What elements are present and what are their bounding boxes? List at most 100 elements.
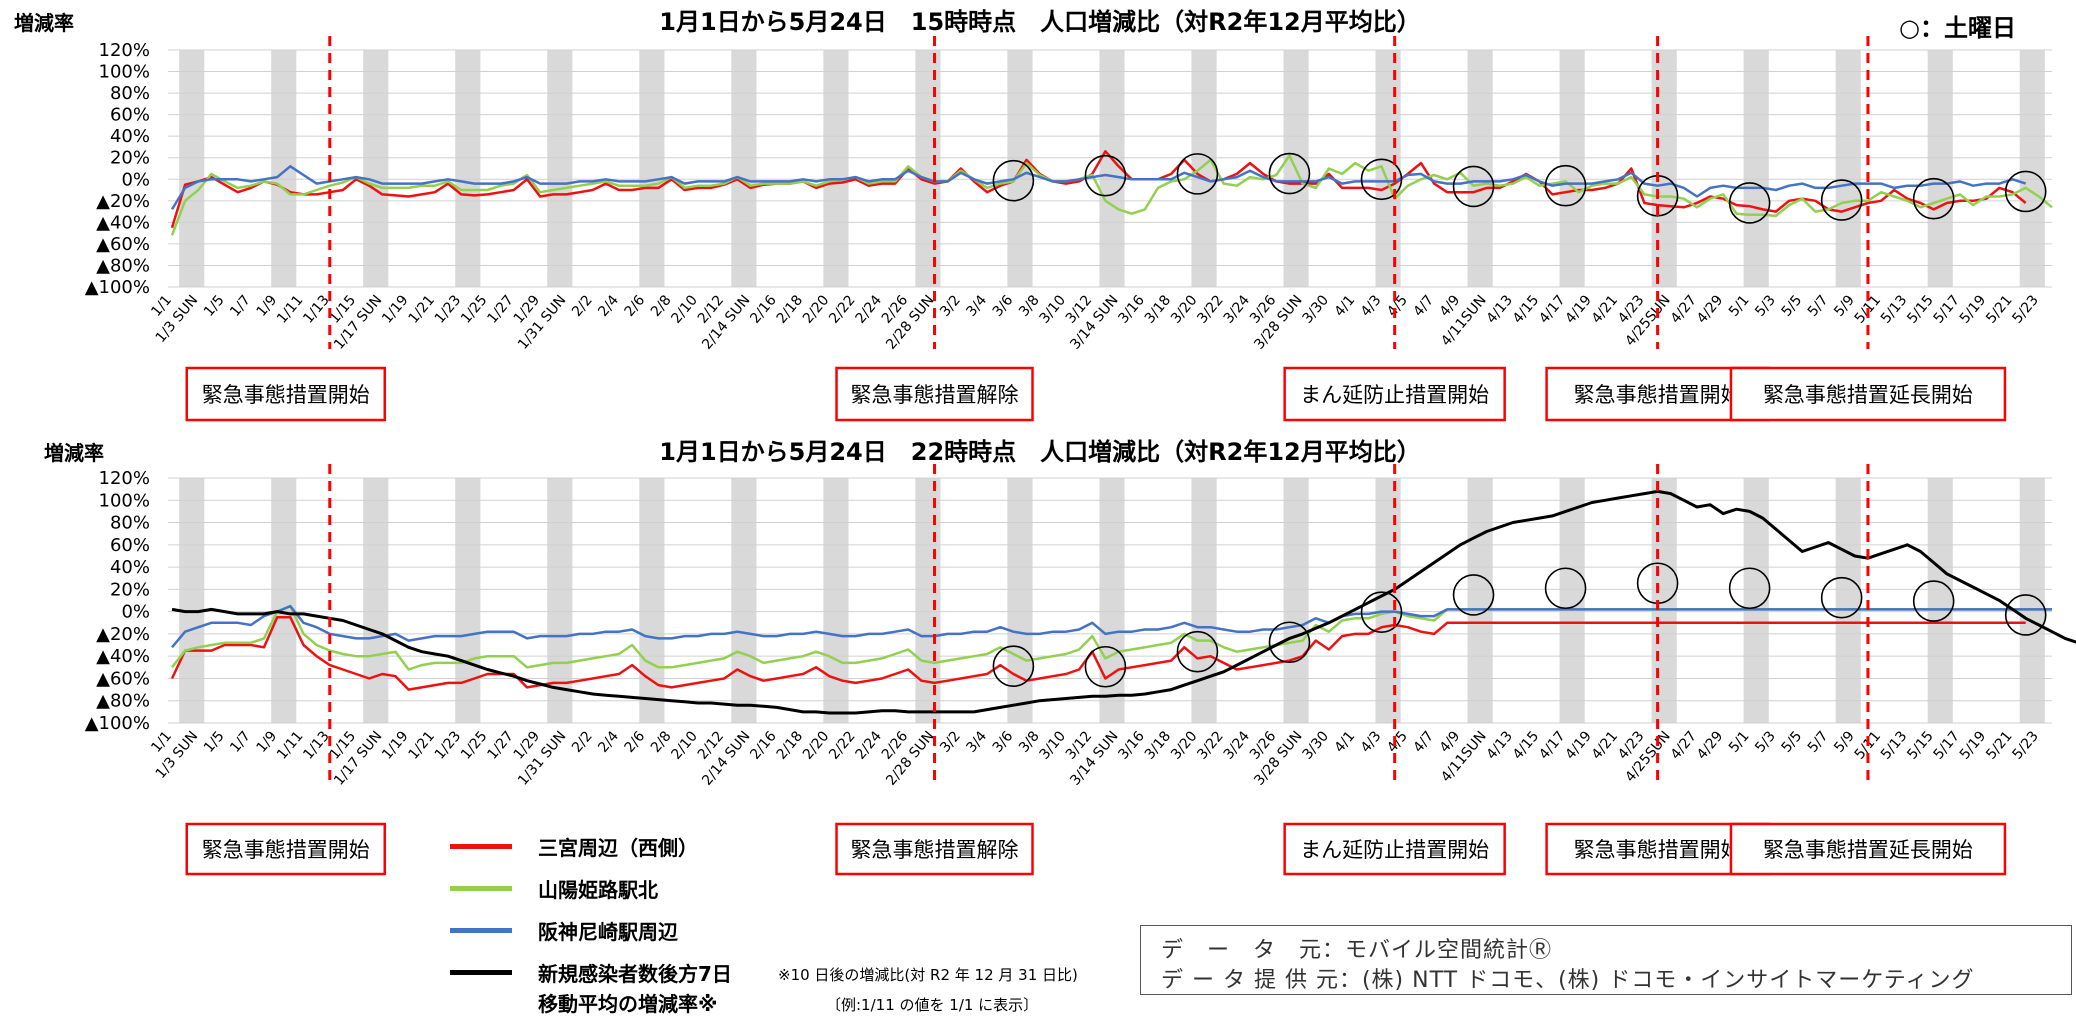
legend-item: 新規感染者数後方7日 [450, 958, 732, 986]
weekend-shade [547, 50, 573, 287]
weekend-shade [1375, 50, 1401, 287]
y-tick-label: 0% [121, 169, 150, 190]
x-tick-label: 4/5 [1384, 292, 1411, 320]
chart-2: 120%100%80%60%40%20%0%▲20%▲40%▲60%▲80%▲1… [44, 438, 2076, 876]
y-tick-label: 20% [110, 579, 150, 600]
legend-item: 山陽姫路駅北 [450, 874, 658, 902]
saturday-circle [1728, 182, 1771, 224]
x-tick-label: 1/13 [300, 728, 332, 762]
data-provider-line: デ ー タ 提 供 元：(株) NTT ドコモ、(株) ドコモ・インサイトマーケ… [1161, 968, 1975, 993]
saturday-circle [1912, 177, 1955, 220]
weekend-shade [639, 50, 665, 287]
x-tick-label: 3/30 [1300, 292, 1332, 326]
x-tick-label: 3/4 [963, 292, 990, 320]
x-tick-label: 1/25 [458, 728, 490, 762]
y-tick-label: ▲100% [85, 713, 150, 734]
x-tick-label: 5/5 [1779, 292, 1806, 320]
x-tick-label: 2/16 [747, 292, 780, 326]
x-tick-label: 3/20 [1168, 728, 1200, 762]
chart-title: 1月1日から5月24日 15時時点 人口増減比（対R2年12月平均比） [659, 8, 1420, 36]
legend-label-himeji: 山陽姫路駅北 [538, 877, 658, 902]
saturday-circle [1728, 567, 1771, 610]
weekend-shade [915, 50, 941, 287]
y-tick-label: ▲60% [96, 668, 150, 689]
weekend-shade [1375, 478, 1401, 723]
x-tick-label: 4/13 [1484, 728, 1516, 762]
saturday-circle [1084, 645, 1127, 688]
x-tick-label: 3/18 [1142, 292, 1174, 326]
x-tick-label: 5/1 [1726, 728, 1753, 756]
event-label: まん延防止措置開始 [1300, 383, 1489, 407]
event-label: 緊急事態措置延長開始 [1763, 383, 1973, 407]
y-tick-label: ▲20% [96, 191, 150, 212]
weekend-shade [731, 50, 757, 287]
x-tick-label: 3/4 [963, 728, 990, 756]
y-tick-label: ▲80% [96, 255, 150, 276]
x-tick-label: 4/27 [1668, 292, 1700, 326]
x-tick-label: 4/13 [1484, 292, 1516, 326]
x-tick-label: 4/19 [1562, 292, 1594, 326]
weekend-shade [1099, 478, 1125, 723]
x-tick-label: 2/2 [569, 728, 596, 756]
event-label: 緊急事態措置開始 [1574, 383, 1742, 407]
legend-label-amagasaki: 阪神尼崎駅周辺 [538, 919, 678, 944]
saturday-circle [1084, 154, 1127, 197]
y-tick-label: 100% [99, 62, 150, 83]
x-tick-label: 4/3 [1358, 728, 1385, 756]
event-box [185, 822, 387, 876]
series-line-2 [171, 604, 2052, 649]
saturday-circle [1544, 567, 1587, 610]
x-tick-label: 4/1 [1332, 292, 1359, 320]
y-axis-label: 増減率 [14, 11, 74, 35]
x-tick-label: 1/13 [300, 292, 332, 326]
weekend-shade [1743, 50, 1769, 287]
y-tick-label: ▲100% [85, 277, 150, 298]
weekend-shade [1467, 50, 1493, 287]
x-tick-label: 1/25 [458, 292, 490, 326]
saturday-circle [992, 645, 1035, 688]
weekend-shade [1467, 478, 1493, 723]
y-tick-label: 80% [110, 83, 150, 104]
x-tick-label: 5/13 [1878, 728, 1910, 762]
x-tick-label: 3/6 [990, 728, 1017, 756]
legend-label-infections-cont: 移動平均の増減率※ [538, 991, 718, 1016]
x-tick-label: 2/4 [595, 292, 622, 320]
weekend-shade [455, 50, 481, 287]
x-tick-label: 2/4 [595, 728, 622, 756]
saturday-circle [1820, 576, 1863, 619]
saturday-circle [992, 159, 1035, 202]
legend-item-continuation: 移動平均の増減率※ [538, 988, 717, 1016]
x-tick-label: 5/1 [1726, 292, 1753, 320]
y-tick-label: 40% [110, 557, 150, 578]
x-tick-label: 1/27 [484, 292, 516, 326]
x-tick-label: 4/1 [1332, 728, 1359, 756]
chart-title: 1月1日から5月24日 22時時点 人口増減比（対R2年12月平均比） [659, 438, 1420, 466]
saturday-circle [1360, 158, 1403, 201]
y-tick-label: 0% [121, 602, 150, 623]
event-box [835, 366, 1034, 422]
x-tick-label: 1/7 [227, 292, 254, 320]
weekend-shade [1283, 478, 1309, 723]
y-tick-label: 40% [110, 126, 150, 147]
event-box [1283, 366, 1506, 422]
saturday-circle [1176, 153, 1219, 195]
x-tick-label: 1/19 [379, 292, 411, 326]
weekend-shade [179, 478, 205, 723]
x-tick-label: 4/17 [1536, 728, 1568, 762]
event-label: まん延防止措置開始 [1300, 838, 1489, 862]
y-tick-label: 120% [99, 40, 150, 61]
weekend-shade [2019, 478, 2045, 723]
weekend-shade [1927, 478, 1953, 723]
event-label: 緊急事態措置開始 [1574, 838, 1742, 862]
data-source-box: デ ー タ 元：モバイル空間統計Ⓡ デ ー タ 提 供 元：(株) NTT ドコ… [1140, 925, 2072, 995]
legend-swatch-amagasaki [450, 927, 512, 933]
weekend-shade [1835, 478, 1861, 723]
x-tick-label: 3/24 [1221, 292, 1254, 326]
weekend-shade [1191, 478, 1217, 723]
x-tick-label: 2/20 [800, 292, 832, 326]
x-tick-label: 3/18 [1142, 728, 1174, 762]
x-tick-label: 2/18 [774, 292, 806, 326]
event-box [1729, 822, 2007, 876]
y-tick-label: 20% [110, 148, 150, 169]
legend-swatch-sannomiya [450, 843, 512, 849]
